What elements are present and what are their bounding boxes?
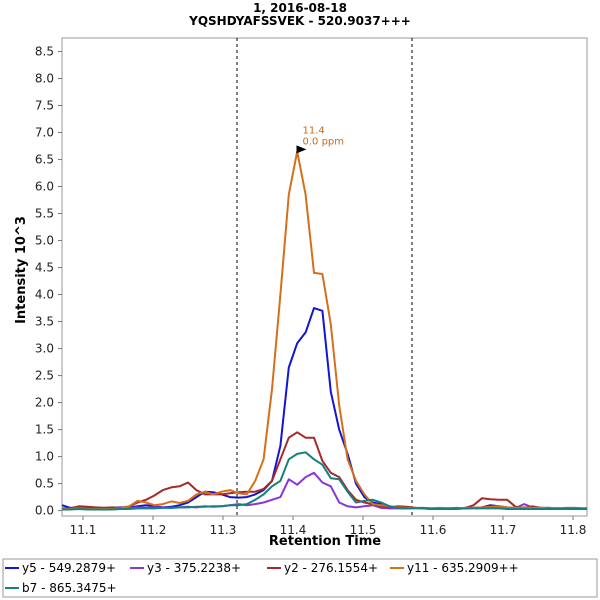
y-tick-label: 3.5	[35, 315, 54, 329]
legend: y5 - 549.2879+ y3 - 375.2238+ y2 - 276.155…	[5, 561, 519, 595]
apex-marker	[296, 145, 307, 154]
y-tick-label: 1.0	[35, 450, 54, 464]
legend-label: b7 - 865.3475+	[22, 581, 117, 595]
x-tick-label: 11.6	[420, 523, 447, 537]
y-tick-label: 0.0	[35, 504, 54, 518]
x-tick-label: 11.7	[490, 523, 517, 537]
y-tick-label: 3.0	[35, 342, 54, 356]
y-tick-label: 5.0	[35, 234, 54, 248]
y-tick-label: 0.5	[35, 477, 54, 491]
series-line-4	[62, 150, 587, 510]
series-lines	[61, 150, 587, 511]
peak-annotation: 11.40.0 ppm	[296, 125, 345, 154]
y-tick-label: 4.0	[35, 288, 54, 302]
x-tick-label: 11.8	[560, 523, 587, 537]
y-tick-label: 4.5	[35, 261, 54, 275]
plot-area	[61, 37, 588, 517]
series-line-3	[61, 431, 587, 510]
x-axis-ticks: 11.1 11.2 11.3 11.4 11.5 11.6 11.7 11.8	[70, 516, 587, 537]
y-axis-label: Intensity 10^3	[14, 216, 29, 324]
chart-subtitle: YQSHDYAFSSVEK - 520.9037+++	[188, 14, 411, 28]
chart-title: 1, 2016-08-18	[253, 1, 347, 15]
y-tick-label: 2.5	[35, 369, 54, 383]
y-tick-label: 1.5	[35, 423, 54, 437]
y-tick-label: 2.0	[35, 396, 54, 410]
y-tick-label: 6.5	[35, 153, 54, 167]
y-tick-label: 5.5	[35, 207, 54, 221]
annotation-rt: 11.4	[303, 125, 325, 136]
x-tick-label: 11.2	[140, 523, 167, 537]
legend-label: y3 - 375.2238+	[147, 561, 241, 575]
series-line-5	[62, 451, 587, 511]
y-tick-label: 8.5	[35, 45, 54, 59]
y-tick-label: 7.0	[35, 126, 54, 140]
y-axis-ticks: 0.0 0.5 1.0 1.5 2.0 2.5 3.0 3.5 4.0 4.5 5.0 5.5 6.0 6…	[35, 45, 62, 518]
y-tick-label: 7.5	[35, 99, 54, 113]
x-tick-label: 11.5	[350, 523, 377, 537]
x-tick-label: 11.3	[210, 523, 237, 537]
y-tick-label: 8.0	[35, 72, 54, 86]
legend-label: y2 - 276.1554+	[284, 561, 378, 575]
annotation-ppm: 0.0 ppm	[303, 136, 345, 147]
x-tick-label: 11.1	[70, 523, 97, 537]
peak-boundaries	[236, 38, 413, 516]
legend-label: y11 - 635.2909++	[407, 561, 519, 575]
legend-label: y5 - 549.2879+	[22, 561, 116, 575]
x-tick-label: 11.4	[280, 523, 307, 537]
legend-box	[2, 558, 598, 598]
x-axis-label: Retention Time	[269, 534, 381, 549]
y-tick-label: 6.0	[35, 180, 54, 194]
